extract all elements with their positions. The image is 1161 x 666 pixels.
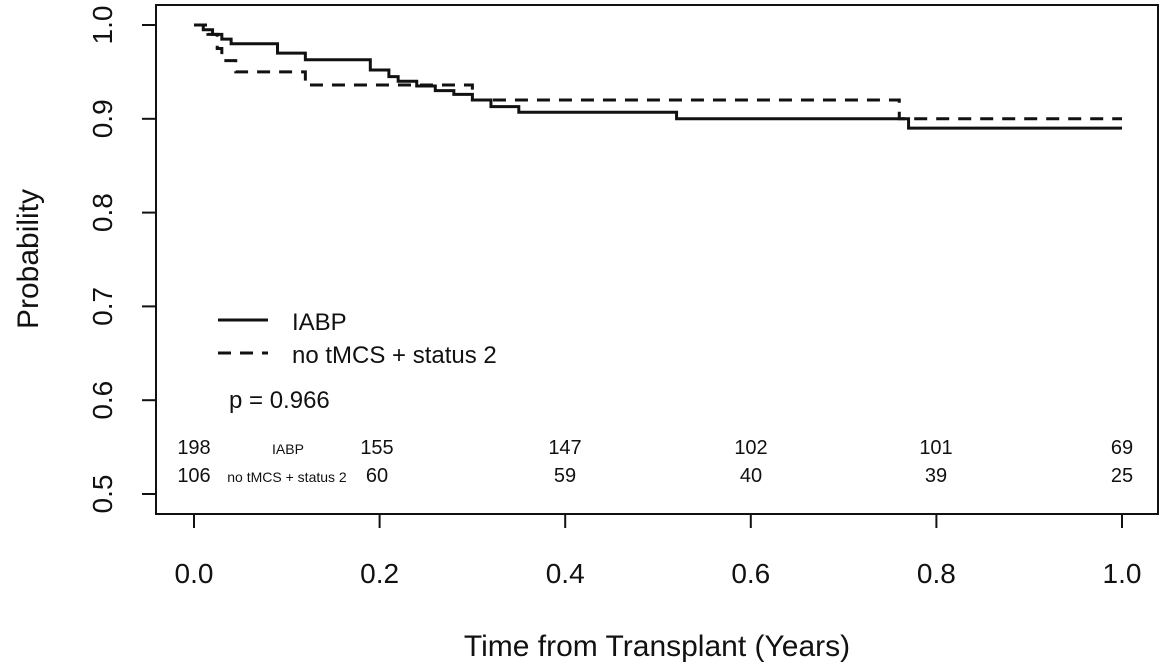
risk-count: 59	[554, 465, 576, 487]
y-axis-title: Probability	[12, 189, 45, 329]
legend-label-iabp: IABP	[292, 309, 347, 336]
legend: IABP no tMCS + status 2	[218, 309, 497, 369]
x-tick-label: 0.8	[917, 558, 956, 589]
series-layer	[194, 23, 1122, 130]
risk-count: 39	[925, 465, 947, 487]
x-axis: 0.0 0.2 0.4 0.6 0.8 1.0	[175, 514, 1142, 589]
risk-count: 147	[548, 437, 581, 459]
y-tick-label: 0.9	[87, 99, 118, 138]
x-tick-label: 1.0	[1103, 558, 1142, 589]
x-axis-title: Time from Transplant (Years)	[464, 630, 850, 663]
risk-table: IABP no tMCS + status 2 198 155 147 102 101 6…	[177, 437, 1133, 487]
risk-count: 60	[366, 465, 388, 487]
y-tick-label: 1.0	[87, 6, 118, 45]
p-value-annotation: p = 0.966	[229, 387, 330, 414]
legend-label-no-tmcs: no tMCS + status 2	[292, 342, 497, 369]
risk-count: 40	[740, 465, 762, 487]
x-tick-label: 0.2	[360, 558, 399, 589]
x-tick-label: 0.0	[175, 558, 214, 589]
risk-count: 69	[1111, 437, 1133, 459]
y-tick-label: 0.6	[87, 381, 118, 420]
risk-count: 102	[734, 437, 767, 459]
x-tick-label: 0.4	[546, 558, 585, 589]
risk-row-label-no-tmcs: no tMCS + status 2	[227, 469, 347, 485]
risk-count: 101	[919, 437, 952, 459]
plot-frame	[155, 4, 1159, 515]
y-tick-label: 0.7	[87, 287, 118, 326]
series-line-iabp	[194, 23, 1122, 130]
risk-row-label-iabp: IABP	[272, 441, 304, 457]
risk-count: 155	[360, 437, 393, 459]
risk-count: 25	[1111, 465, 1133, 487]
x-tick-label: 0.6	[731, 558, 770, 589]
series-line-no-tmcs	[194, 23, 1122, 121]
y-tick-label: 0.8	[87, 193, 118, 232]
y-axis: 0.5 0.6 0.7 0.8 0.9 1.0	[87, 6, 156, 514]
y-tick-label: 0.5	[87, 475, 118, 514]
risk-count: 198	[177, 437, 210, 459]
risk-count: 106	[177, 465, 210, 487]
